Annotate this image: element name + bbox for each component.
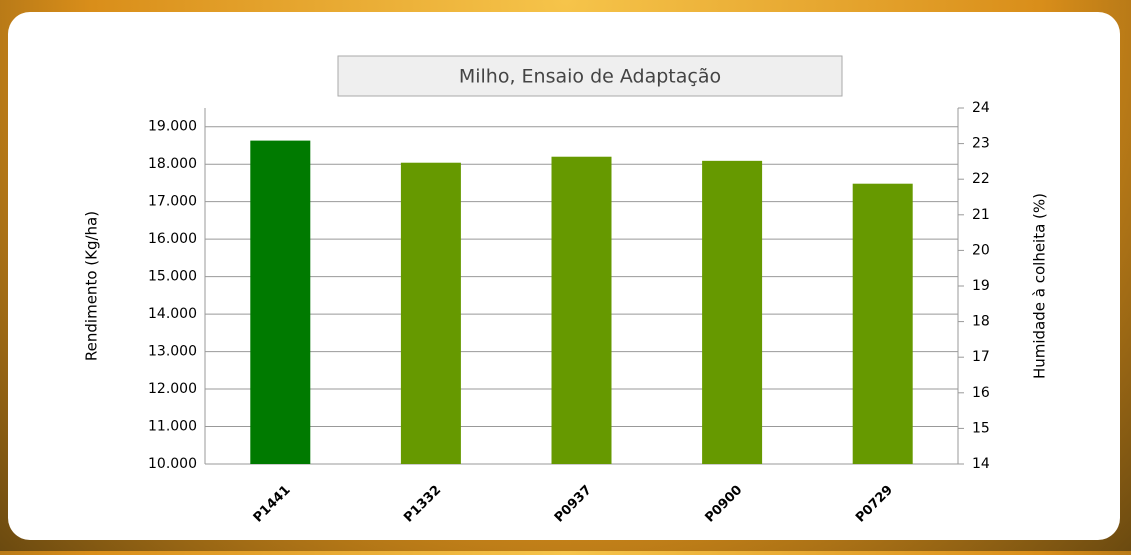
y-tick-label: 11.000 (148, 419, 197, 435)
y2-tick-label: 19 (972, 278, 990, 294)
y2-tick-label: 23 (972, 136, 990, 152)
y2-tick-label: 20 (972, 242, 990, 258)
bar (702, 161, 762, 464)
y2-tick-label: 24 (972, 100, 990, 116)
y-tick-label: 16.000 (148, 231, 197, 247)
y2-tick-label: 14 (972, 456, 990, 472)
y-tick-label: 10.000 (148, 456, 197, 472)
y2-axis-label: Humidade à colheita (%) (1031, 193, 1049, 379)
chart-title: Milho, Ensaio de Adaptação (459, 66, 721, 88)
y-tick-label: 19.000 (148, 119, 197, 135)
y2-tick-label: 17 (972, 349, 990, 365)
y-axis-label: Rendimento (Kg/ha) (83, 211, 101, 361)
bar (250, 141, 310, 464)
y-tick-label: 18.000 (148, 156, 197, 172)
y2-tick-label: 16 (972, 385, 990, 401)
y-tick-label: 12.000 (148, 381, 197, 397)
y2-tick-label: 21 (972, 207, 990, 223)
bar (552, 157, 612, 464)
y2-tick-label: 22 (972, 171, 990, 187)
bar (401, 163, 461, 464)
y2-tick-label: 15 (972, 420, 990, 436)
y2-tick-label: 18 (972, 314, 990, 330)
bar (853, 184, 913, 464)
y-tick-label: 17.000 (148, 194, 197, 210)
y-tick-label: 15.000 (148, 269, 197, 285)
page: Milho, Ensaio de Adaptação Rendimento (K… (0, 0, 1131, 551)
chart: Milho, Ensaio de Adaptação Rendimento (K… (0, 0, 1131, 551)
y-tick-label: 13.000 (148, 344, 197, 360)
y-tick-label: 14.000 (148, 306, 197, 322)
